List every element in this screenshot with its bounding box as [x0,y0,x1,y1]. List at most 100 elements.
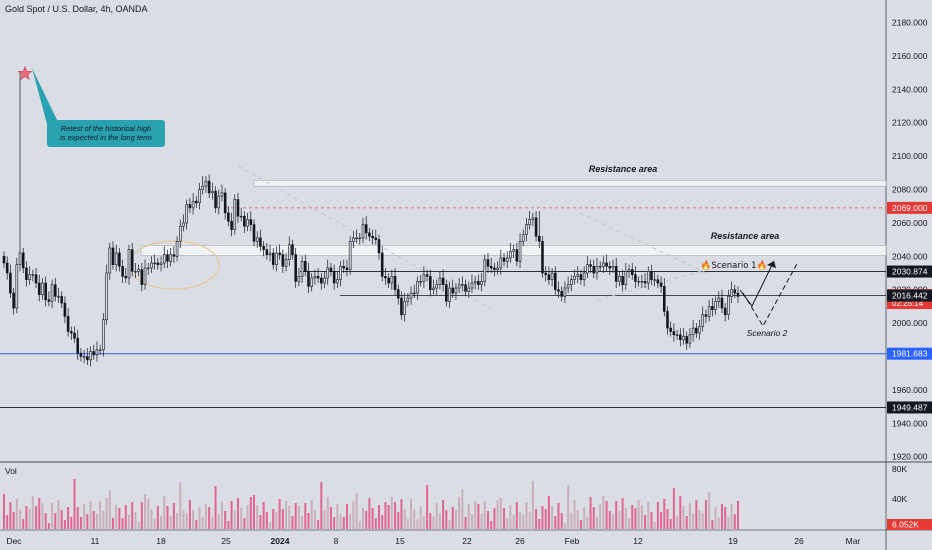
price-badge [887,265,932,278]
volume-bar [297,506,300,529]
candle [105,272,108,321]
volume-bar [698,510,701,529]
candle [198,189,201,204]
candle [457,284,461,289]
volume-bar [483,501,486,529]
volume-bar [621,498,624,529]
volume-bar [733,514,736,529]
candle [214,190,217,209]
volume-bar [499,498,502,529]
candle [637,281,640,283]
volume-bar [278,499,281,529]
candle [505,257,509,262]
volume-bar [599,504,602,529]
callout-text-line-2: is expected in the long term [60,133,152,142]
volume-bar [188,500,191,529]
candle [207,180,211,194]
candle [275,252,278,265]
candle [518,240,522,262]
candle [502,257,506,262]
candle [89,351,92,361]
candle [624,271,628,285]
candle [621,276,624,285]
candle [691,327,695,336]
volume-bar [134,512,137,529]
candle [320,277,323,284]
candle [2,255,6,264]
volume-bar [602,496,605,529]
candle [384,276,387,279]
candle [512,249,515,252]
candle [185,204,188,224]
candle [204,180,208,187]
candle [50,284,54,302]
candle [707,306,711,317]
volume-bar [19,509,22,529]
scenario-1-arrowhead [767,261,776,268]
volume-bar [704,500,707,529]
candle [711,306,714,311]
candle [448,287,451,302]
candle [493,267,496,270]
candle [656,279,660,284]
candle [675,334,679,336]
trendline-dashed [579,212,711,276]
volume-bar [714,507,717,529]
volume-bar [6,515,9,529]
candle [576,274,580,277]
candle [108,247,112,274]
volume-bar [54,513,57,529]
candle [47,299,51,302]
resistance-area-label-1: Resistance area [589,164,658,174]
candle [406,297,410,302]
candle [717,297,721,302]
volume-bar [368,498,371,529]
volume-bar [44,513,47,529]
volume-bar [589,497,592,529]
volume-bar [583,507,586,529]
volume-bar [195,520,198,529]
candle [441,277,445,285]
candle [419,281,422,283]
volume-bar [570,513,573,529]
candle [339,266,342,280]
candle [146,267,150,270]
volume-bar [95,514,98,529]
x-tick-label: 26 [794,536,804,546]
volume-bar [185,513,188,529]
chart-title: Gold Spot / U.S. Dollar, 4h, OANDA [5,4,148,14]
volume-bar [269,522,272,529]
volume-bar [544,509,547,529]
volume-bar [390,497,393,529]
candle [159,262,163,265]
resistance-area-label-2: Resistance area [711,231,780,241]
volume-bar [172,503,175,529]
volume-bar [131,502,134,529]
candle [586,264,589,274]
volume-bar [25,506,28,529]
candle [461,284,464,286]
candle [28,274,31,280]
x-tick-label: 26 [515,536,525,546]
volume-bar [150,509,153,529]
volume-bar [688,503,691,529]
volume-bar [724,507,727,529]
scenario-2-label: Scenario 2 [747,328,788,338]
candle [223,192,227,214]
candle [557,289,560,292]
volume-bar [307,513,310,529]
y-tick-label: 2120.000 [892,118,928,128]
price-badge-text: 1981.683 [892,349,928,359]
volume-bar [179,482,182,529]
candle [473,281,477,284]
volume-bar [445,510,448,529]
candle [720,297,724,309]
candle [361,224,365,239]
volume-bar [246,505,249,529]
volume-bar [86,514,89,529]
candle [614,266,618,282]
volume-bar [612,514,614,529]
volume-bar [531,481,534,529]
volume-bar [711,520,714,529]
